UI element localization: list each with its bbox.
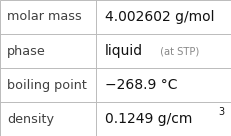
Text: (at STP): (at STP): [157, 46, 199, 56]
Text: phase: phase: [7, 44, 46, 58]
Text: −268.9 °C: −268.9 °C: [105, 78, 178, 92]
Text: density: density: [7, 112, 54, 126]
Text: liquid: liquid: [105, 44, 143, 58]
Text: 0.1249 g/cm: 0.1249 g/cm: [105, 112, 192, 126]
Text: 3: 3: [218, 107, 224, 117]
Text: boiling point: boiling point: [7, 78, 87, 92]
Text: molar mass: molar mass: [7, 10, 82, 24]
Text: 4.002602 g/mol: 4.002602 g/mol: [105, 10, 215, 24]
